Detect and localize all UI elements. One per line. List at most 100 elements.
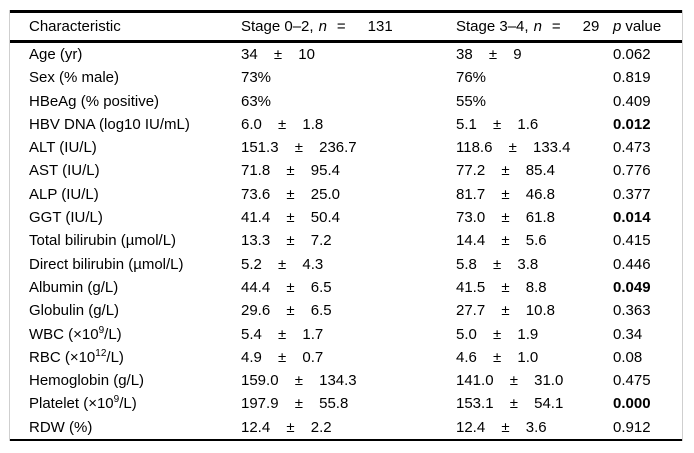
- group1-value: 71.8 ± 95.4: [241, 162, 340, 180]
- group1-value: 73.6 ± 25.0: [241, 185, 340, 203]
- row-label: ALT (IU/L): [10, 136, 241, 159]
- row-label: AST (IU/L): [10, 159, 241, 182]
- p-value-cell: 0.014: [613, 209, 651, 227]
- table-row: Direct bilirubin (µmol/L) 5.2 ± 4.3 5.8 ± …: [10, 253, 682, 276]
- group2-value: 5.8 ± 3.8: [456, 255, 539, 273]
- group1-value: 34 ± 10: [241, 46, 315, 63]
- table-row: HBeAg (% positive) 63% 55% 0.409: [10, 90, 682, 113]
- row-label-text: Albumin (g/L): [29, 278, 119, 296]
- row-label-text: ALT (IU/L): [29, 139, 97, 157]
- row-label: Platelet (×109/L): [10, 392, 241, 415]
- table-row: RDW (%) 12.4 ± 2.2 12.4 ± 3.6 0.912: [10, 416, 682, 440]
- row-label-text: GGT (IU/L): [29, 209, 103, 227]
- row-label-superscript: 12: [95, 347, 107, 359]
- group2-value: 4.6 ± 1.0: [456, 348, 539, 366]
- group1-value: 44.4 ± 6.5: [241, 278, 332, 296]
- group2-value: 141.0 ± 31.0: [456, 372, 564, 390]
- group1-value: 5.4 ± 1.7: [241, 325, 324, 343]
- p-value-cell: 0.409: [613, 92, 651, 110]
- group1-value: 197.9 ± 55.8: [241, 395, 349, 413]
- table-body: Age (yr) 34 ± 10 38 ± 9 0.062 Sex (% male) 73…: [10, 42, 682, 441]
- p-value-cell: 0.446: [613, 255, 651, 273]
- row-label: GGT (IU/L): [10, 206, 241, 229]
- row-label: HBV DNA (log10 IU/mL): [10, 113, 241, 136]
- table-row: Age (yr) 34 ± 10 38 ± 9 0.062: [10, 42, 682, 67]
- row-label: Total bilirubin (µmol/L): [10, 229, 241, 252]
- row-label-text: RBC (×10: [29, 348, 96, 366]
- row-label-end: /L): [106, 348, 124, 366]
- table-row: Sex (% male) 73% 76% 0.819: [10, 66, 682, 89]
- group1-value: 5.2 ± 4.3: [241, 255, 324, 273]
- group2-stage-label: Stage 3–4,: [456, 18, 529, 35]
- row-label: Globulin (g/L): [10, 299, 241, 322]
- table-row: RBC (×1012/L) 4.9 ± 0.7 4.6 ± 1.0 0.08: [10, 346, 682, 369]
- p-value-cell: 0.000: [613, 395, 651, 413]
- row-label-text: Globulin (g/L): [29, 302, 120, 320]
- group2-value: 38 ± 9: [456, 46, 522, 63]
- group2-value: 73.0 ± 61.8: [456, 209, 555, 227]
- p-value-cell: 0.363: [613, 302, 651, 320]
- p-value-cell: 0.912: [613, 418, 651, 436]
- row-label-end: /L): [119, 395, 137, 413]
- group1-value: 41.4 ± 50.4: [241, 209, 340, 227]
- row-label-superscript: 9: [113, 394, 120, 406]
- group1-value: 29.6 ± 6.5: [241, 302, 332, 320]
- characteristics-table-wrap: Characteristic Stage 0–2, n = 131 Stage 3–4…: [9, 10, 683, 442]
- group1-value: 13.3 ± 7.2: [241, 232, 332, 250]
- row-label-text: HBV DNA (log10 IU/mL): [29, 115, 190, 133]
- group2-equals: =: [551, 18, 561, 35]
- group1-stage-label: Stage 0–2,: [241, 18, 314, 35]
- group2-n-symbol: n: [533, 18, 542, 35]
- row-label-text: Total bilirubin (µmol/L): [29, 232, 177, 250]
- row-label-text: HBeAg (% positive): [29, 92, 160, 110]
- table-row: Globulin (g/L) 29.6 ± 6.5 27.7 ± 10.8 0.363: [10, 299, 682, 322]
- row-label: ALP (IU/L): [10, 183, 241, 206]
- group1-value: 151.3 ± 236.7: [241, 139, 357, 157]
- row-label: Sex (% male): [10, 66, 241, 89]
- group2-value: 41.5 ± 8.8: [456, 278, 547, 296]
- p-value-cell: 0.049: [613, 278, 651, 296]
- header-row: Characteristic Stage 0–2, n = 131 Stage 3–4…: [10, 11, 682, 43]
- group2-value: 12.4 ± 3.6: [456, 418, 547, 436]
- table-row: ALT (IU/L) 151.3 ± 236.7 118.6 ± 133.4 0.47…: [10, 136, 682, 159]
- group1-value: 6.0 ± 1.8: [241, 115, 324, 133]
- header-characteristic: Characteristic: [10, 11, 241, 43]
- p-value-cell: 0.34: [613, 325, 643, 343]
- p-value-cell: 0.012: [613, 115, 651, 133]
- p-value-cell: 0.415: [613, 232, 651, 250]
- row-label-end: /L): [104, 325, 122, 343]
- table-row: Total bilirubin (µmol/L) 13.3 ± 7.2 14.4 ±…: [10, 229, 682, 252]
- group2-value: 118.6 ± 133.4: [456, 139, 571, 157]
- group2-value: 5.0 ± 1.9: [456, 325, 539, 343]
- table-row: Albumin (g/L) 44.4 ± 6.5 41.5 ± 8.8 0.049: [10, 276, 682, 299]
- row-label: WBC (×109/L): [10, 323, 241, 346]
- p-value-cell: 0.062: [613, 46, 651, 63]
- p-value-cell: 0.776: [613, 162, 651, 180]
- row-label-text: WBC (×10: [29, 325, 99, 343]
- row-label: Age (yr): [10, 42, 241, 67]
- group1-n-symbol: n: [318, 18, 327, 35]
- group1-value: 73%: [241, 69, 272, 87]
- row-label: Albumin (g/L): [10, 276, 241, 299]
- group1-value: 12.4 ± 2.2: [241, 418, 332, 436]
- p-value-cell: 0.08: [613, 348, 643, 366]
- row-label: RDW (%): [10, 416, 241, 440]
- row-label-text: Age (yr): [29, 46, 83, 63]
- group2-value: 153.1 ± 54.1: [456, 395, 564, 413]
- group2-value: 14.4 ± 5.6: [456, 232, 547, 250]
- row-label-text: RDW (%): [29, 418, 93, 436]
- header-group2-stage-3-4: Stage 3–4, n = 29: [456, 11, 613, 43]
- group1-n-count: 131: [367, 18, 393, 35]
- group1-value: 63%: [241, 92, 272, 110]
- group2-value: 55%: [456, 92, 487, 110]
- group1-equals: =: [336, 18, 346, 35]
- table-row: ALP (IU/L) 73.6 ± 25.0 81.7 ± 46.8 0.377: [10, 183, 682, 206]
- group1-value: 4.9 ± 0.7: [241, 348, 324, 366]
- group2-n-count: 29: [582, 18, 600, 35]
- p-value-word: value: [625, 18, 662, 35]
- p-symbol: p: [613, 18, 622, 35]
- row-label-text: Hemoglobin (g/L): [29, 372, 145, 390]
- row-label-text: Platelet (×10: [29, 395, 114, 413]
- row-label: Hemoglobin (g/L): [10, 369, 241, 392]
